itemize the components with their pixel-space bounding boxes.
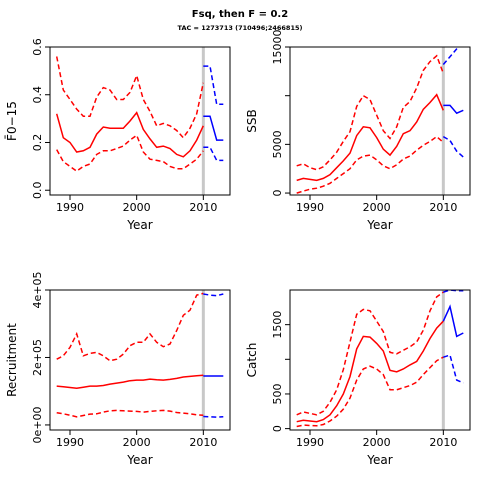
x-tick-label: 2010 [429,201,457,214]
x-tick-label: 2000 [123,436,151,449]
series-projection-upper [442,47,460,65]
x-tick-label: 2010 [189,436,217,449]
series-history-upper [56,292,204,362]
series-history-lower [296,135,444,194]
series-history-lower [56,409,204,418]
series-history-median [55,111,204,158]
x-tick-label: 1990 [296,436,324,449]
x-tick-label: 2010 [429,436,457,449]
y-axis-label: Recruitment [5,323,19,397]
panel-f: 1990 2000 2010 Year 0.0 0.2 0.4 0.6 F̄0−15 [5,38,231,232]
x-tick-label: 2000 [363,201,391,214]
y-tick-label: 500 [271,383,284,404]
plot-frame [49,289,231,431]
x-tick-label: 2000 [363,436,391,449]
y-tick-label: 0.0 [31,181,44,199]
y-tick-label: 0 [271,190,284,197]
series-history-median [56,374,204,389]
series-projection-median [442,304,464,338]
series-history-upper [55,56,205,139]
series-projection-upper [203,293,224,297]
plot-frame [289,46,471,196]
y-axis-label: SSB [245,109,259,132]
x-tick-label: 2000 [123,201,151,214]
x-axis-label: Year [366,218,392,232]
y-tick-label: 0.6 [31,38,44,56]
series-projection-lower [442,135,464,158]
y-tick-label: 0 [271,425,284,432]
y-tick-label: 5000 [271,130,284,158]
x-tick-label: 1990 [56,436,84,449]
series-projection-median [203,115,224,141]
x-tick-label: 1990 [296,201,324,214]
series-history-median [296,93,444,182]
series-projection-upper [203,65,224,106]
series-history-median [296,320,444,423]
series-history-lower [296,356,444,428]
plot-frame [49,46,231,196]
y-tick-label: 15000 [271,30,284,65]
series-projection-lower [443,354,464,384]
series-projection-lower [203,146,224,162]
x-axis-label: Year [366,453,392,467]
y-tick-label: 0.2 [31,134,44,152]
x-axis-label: Year [126,218,152,232]
y-axis-label: Catch [245,343,259,378]
panel-ssb: 1990 2000 2010 Year 0 5000 15000 SSB [245,30,471,232]
figure-title: Fsq, then F = 0.2 [191,9,289,20]
y-tick-label: 4e+05 [31,272,44,309]
panel-rec: 1990 2000 2010 Year 0e+00 2e+05 4e+05 Recruitme… [5,272,231,467]
series-projection-median [443,104,464,115]
x-tick-label: 1990 [56,201,84,214]
y-tick-label: 1500 [271,311,284,339]
x-tick-label: 2010 [189,201,217,214]
y-tick-label: 0.4 [31,86,44,104]
figure-subtitle: TAC = 1273713 (710496;2466815) [177,24,303,32]
series-history-lower [56,134,204,173]
y-tick-label: 2e+05 [31,339,44,376]
series-history-upper [296,54,445,171]
panel-cat: 1990 2000 2010 Year 0 500 1500 Catch [245,289,471,467]
series-history-upper [296,291,444,416]
plot-frame [289,289,471,431]
y-axis-label: F̄0−15 [5,101,19,141]
x-axis-label: Year [126,453,152,467]
series-projection-lower [203,415,224,418]
y-tick-label: 0e+00 [31,406,44,443]
